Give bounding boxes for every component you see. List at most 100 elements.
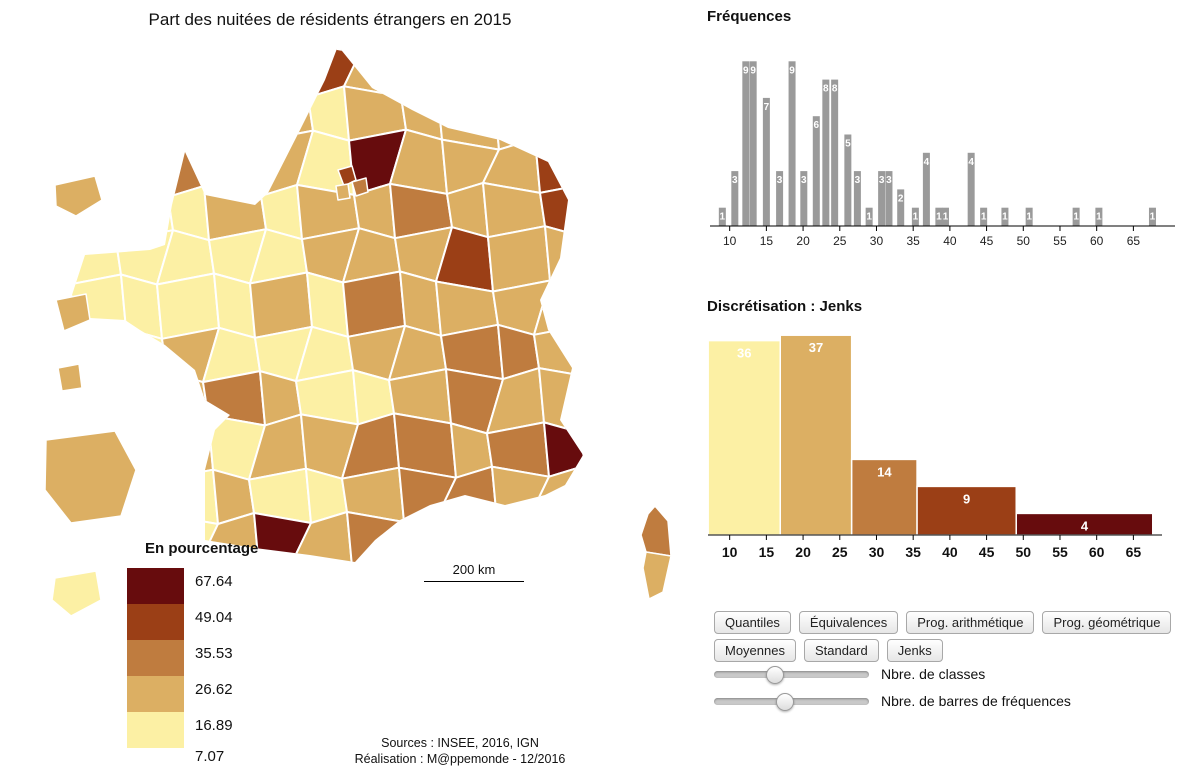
department[interactable] [109, 327, 168, 385]
scale-bar: 200 km [424, 562, 524, 582]
class-bar[interactable] [916, 485, 1017, 536]
axis-tick-label: 65 [1126, 544, 1142, 560]
scale-bar-label: 200 km [452, 562, 496, 577]
scale-bar-line [424, 581, 524, 582]
bar-value-label: 9 [750, 65, 756, 76]
department[interactable] [203, 130, 262, 197]
paris-mini-1[interactable] [337, 165, 357, 187]
department[interactable] [155, 468, 219, 525]
department[interactable] [209, 44, 268, 100]
bar-value-label: 3 [879, 175, 885, 186]
france-choropleth-map[interactable] [0, 0, 700, 773]
bar-value-label: 3 [801, 175, 807, 186]
frequency-bar [718, 207, 726, 226]
dom-3[interactable] [57, 363, 83, 392]
axis-tick-label: 40 [943, 234, 957, 248]
department[interactable] [157, 87, 221, 144]
map-legend: En pourcentage 67.64 49.04 35.53 26.62 1… [127, 540, 287, 772]
equivalences-button[interactable]: Équivalences [798, 611, 899, 634]
class-count-label: 36 [737, 346, 751, 361]
department[interactable] [529, 40, 587, 96]
frequency-bars-slider-thumb[interactable] [775, 692, 794, 711]
department[interactable] [121, 87, 164, 144]
guyane[interactable] [44, 430, 137, 524]
department[interactable] [395, 42, 454, 98]
department[interactable] [214, 86, 257, 143]
department[interactable] [109, 371, 173, 428]
legend-swatch [127, 712, 184, 748]
axis-tick-label: 60 [1090, 234, 1104, 248]
dom-5[interactable] [51, 570, 102, 617]
department[interactable] [403, 510, 446, 565]
frequency-bar [812, 116, 820, 226]
quantiles-button[interactable]: Quantiles [714, 611, 791, 634]
frequency-bar [822, 79, 830, 226]
frequency-bar [897, 189, 905, 226]
axis-tick-label: 10 [723, 234, 737, 248]
corse-nord[interactable] [640, 505, 672, 557]
classes-slider-label: Nbre. de classes [881, 666, 986, 682]
legend-swatch [127, 604, 184, 640]
bar-value-label: 3 [777, 175, 783, 186]
frequency-bar [865, 207, 873, 226]
frequency-bar [742, 61, 750, 226]
prog-arithmetique-button[interactable]: Prog. arithmétique [906, 611, 1035, 634]
department[interactable] [110, 185, 174, 243]
bars-slider-row: Nbre. de barres de fréquences [714, 692, 1071, 711]
dom-1[interactable] [54, 175, 103, 217]
discretisation-title: Discrétisation : Jenks [707, 298, 863, 315]
corse-sud[interactable] [642, 551, 672, 600]
department[interactable] [120, 273, 163, 340]
bar-value-label: 3 [732, 175, 738, 186]
prog-geometrique-button[interactable]: Prog. géométrique [1042, 611, 1172, 634]
legend-break-label: 7.07 [195, 748, 225, 765]
bar-value-label: 1 [981, 212, 987, 223]
department[interactable] [70, 131, 128, 188]
classes-slider[interactable] [714, 665, 869, 684]
bar-value-label: 1 [1002, 212, 1008, 223]
department[interactable] [534, 137, 597, 194]
moyennes-button[interactable]: Moyennes [714, 639, 796, 662]
department[interactable] [60, 35, 123, 101]
axis-tick-label: 55 [1053, 234, 1067, 248]
axis-tick-label: 60 [1089, 544, 1105, 560]
department[interactable] [110, 131, 169, 198]
legend-break-label: 67.64 [195, 573, 233, 590]
department[interactable] [543, 421, 585, 478]
department[interactable] [436, 41, 495, 97]
axis-tick-label: 50 [1015, 544, 1031, 560]
frequency-bar [788, 61, 796, 226]
standard-button[interactable]: Standard [803, 639, 879, 662]
department[interactable] [155, 414, 214, 482]
paris-mini-3[interactable] [335, 183, 351, 201]
class-bar[interactable] [779, 334, 853, 536]
department[interactable] [532, 509, 595, 574]
department[interactable] [294, 511, 353, 566]
department[interactable] [116, 45, 175, 101]
axis-tick-label: 35 [905, 544, 921, 560]
bar-value-label: 1 [1096, 212, 1102, 223]
department[interactable] [529, 83, 592, 150]
frequency-bar [853, 171, 861, 226]
bar-value-label: 8 [823, 84, 829, 95]
department[interactable] [162, 130, 221, 198]
classes-slider-row: Nbre. de classes [714, 665, 986, 684]
department[interactable] [68, 514, 126, 569]
department[interactable] [493, 83, 536, 151]
department[interactable] [544, 225, 586, 292]
department[interactable] [157, 44, 216, 100]
dom-2[interactable] [55, 293, 91, 332]
paris-mini-2[interactable] [351, 177, 369, 197]
classes-slider-thumb[interactable] [766, 665, 785, 684]
department[interactable] [488, 41, 547, 97]
bar-value-label: 1 [936, 212, 942, 223]
bar-value-label: 1 [1150, 212, 1156, 223]
frequency-bars-slider[interactable] [714, 692, 869, 711]
jenks-button[interactable]: Jenks [886, 639, 943, 662]
frequency-bar [1095, 207, 1103, 226]
department[interactable] [250, 43, 309, 99]
class-count-label: 4 [1081, 518, 1089, 533]
department[interactable] [65, 88, 128, 145]
class-bar[interactable] [707, 339, 782, 536]
bar-value-label: 4 [968, 157, 974, 168]
